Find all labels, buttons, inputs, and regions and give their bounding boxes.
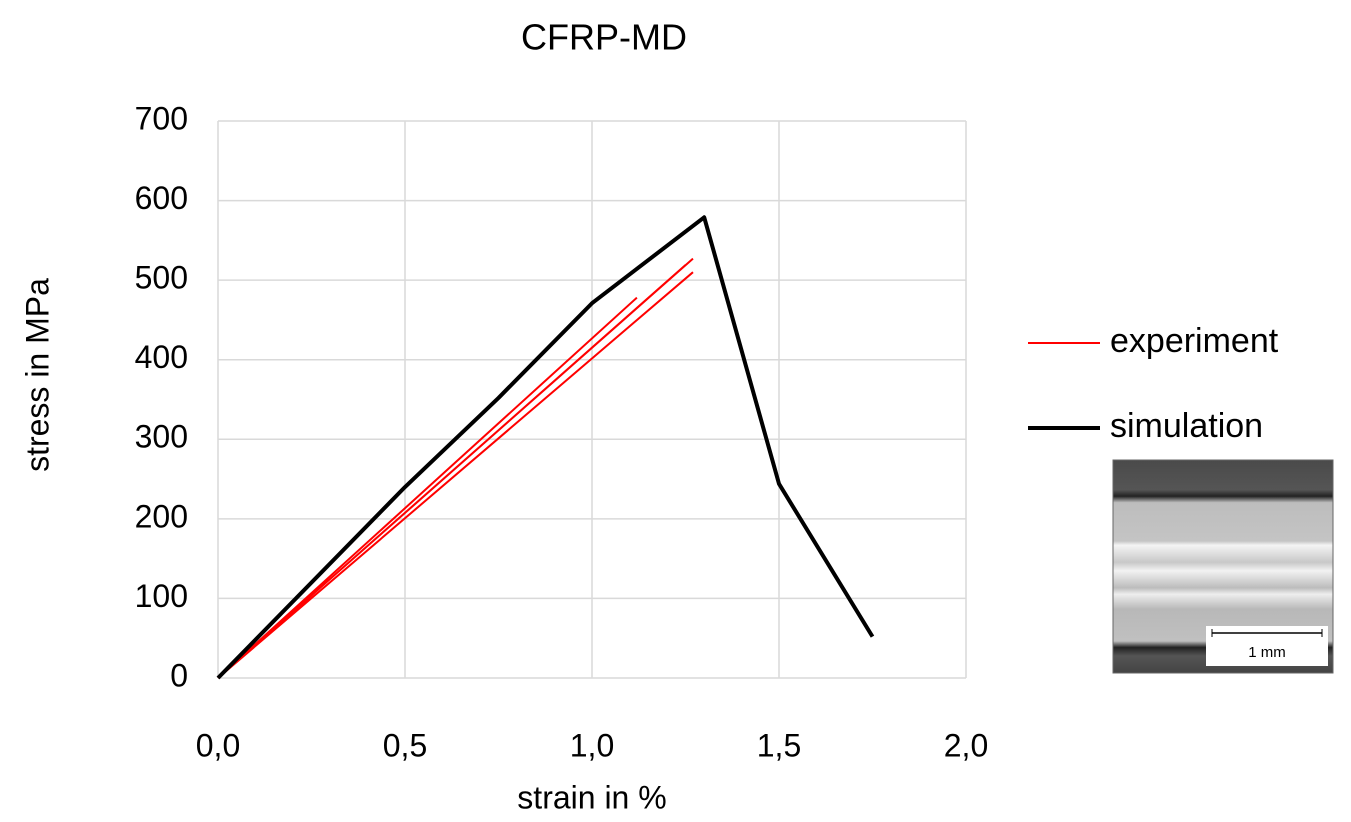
y-tick-label: 700 <box>135 100 188 136</box>
y-tick-label: 500 <box>135 260 188 296</box>
y-tick-label: 100 <box>135 578 188 614</box>
x-tick-label: 0,5 <box>383 727 427 763</box>
x-tick-label: 1,0 <box>570 727 614 763</box>
y-tick-label: 400 <box>135 339 188 375</box>
scale-bar-label: 1 mm <box>1248 644 1286 661</box>
series-line <box>217 257 694 679</box>
series-line <box>216 215 875 680</box>
x-tick-label: 1,5 <box>757 727 801 763</box>
y-tick-label: 300 <box>135 419 188 455</box>
chart-title: CFRP-MD <box>521 17 687 58</box>
y-tick-label: 600 <box>135 180 188 216</box>
y-axis-label: stress in MPa <box>19 278 55 472</box>
x-axis-label: strain in % <box>517 779 666 815</box>
y-tick-label: 200 <box>135 498 188 534</box>
legend-label: simulation <box>1110 407 1263 445</box>
x-tick-label: 2,0 <box>944 727 988 763</box>
inset-micrograph: 1 mm <box>1112 459 1334 674</box>
x-tick-label: 0,0 <box>196 727 240 763</box>
y-tick-label: 0 <box>170 657 188 693</box>
legend-label: experiment <box>1110 322 1279 360</box>
